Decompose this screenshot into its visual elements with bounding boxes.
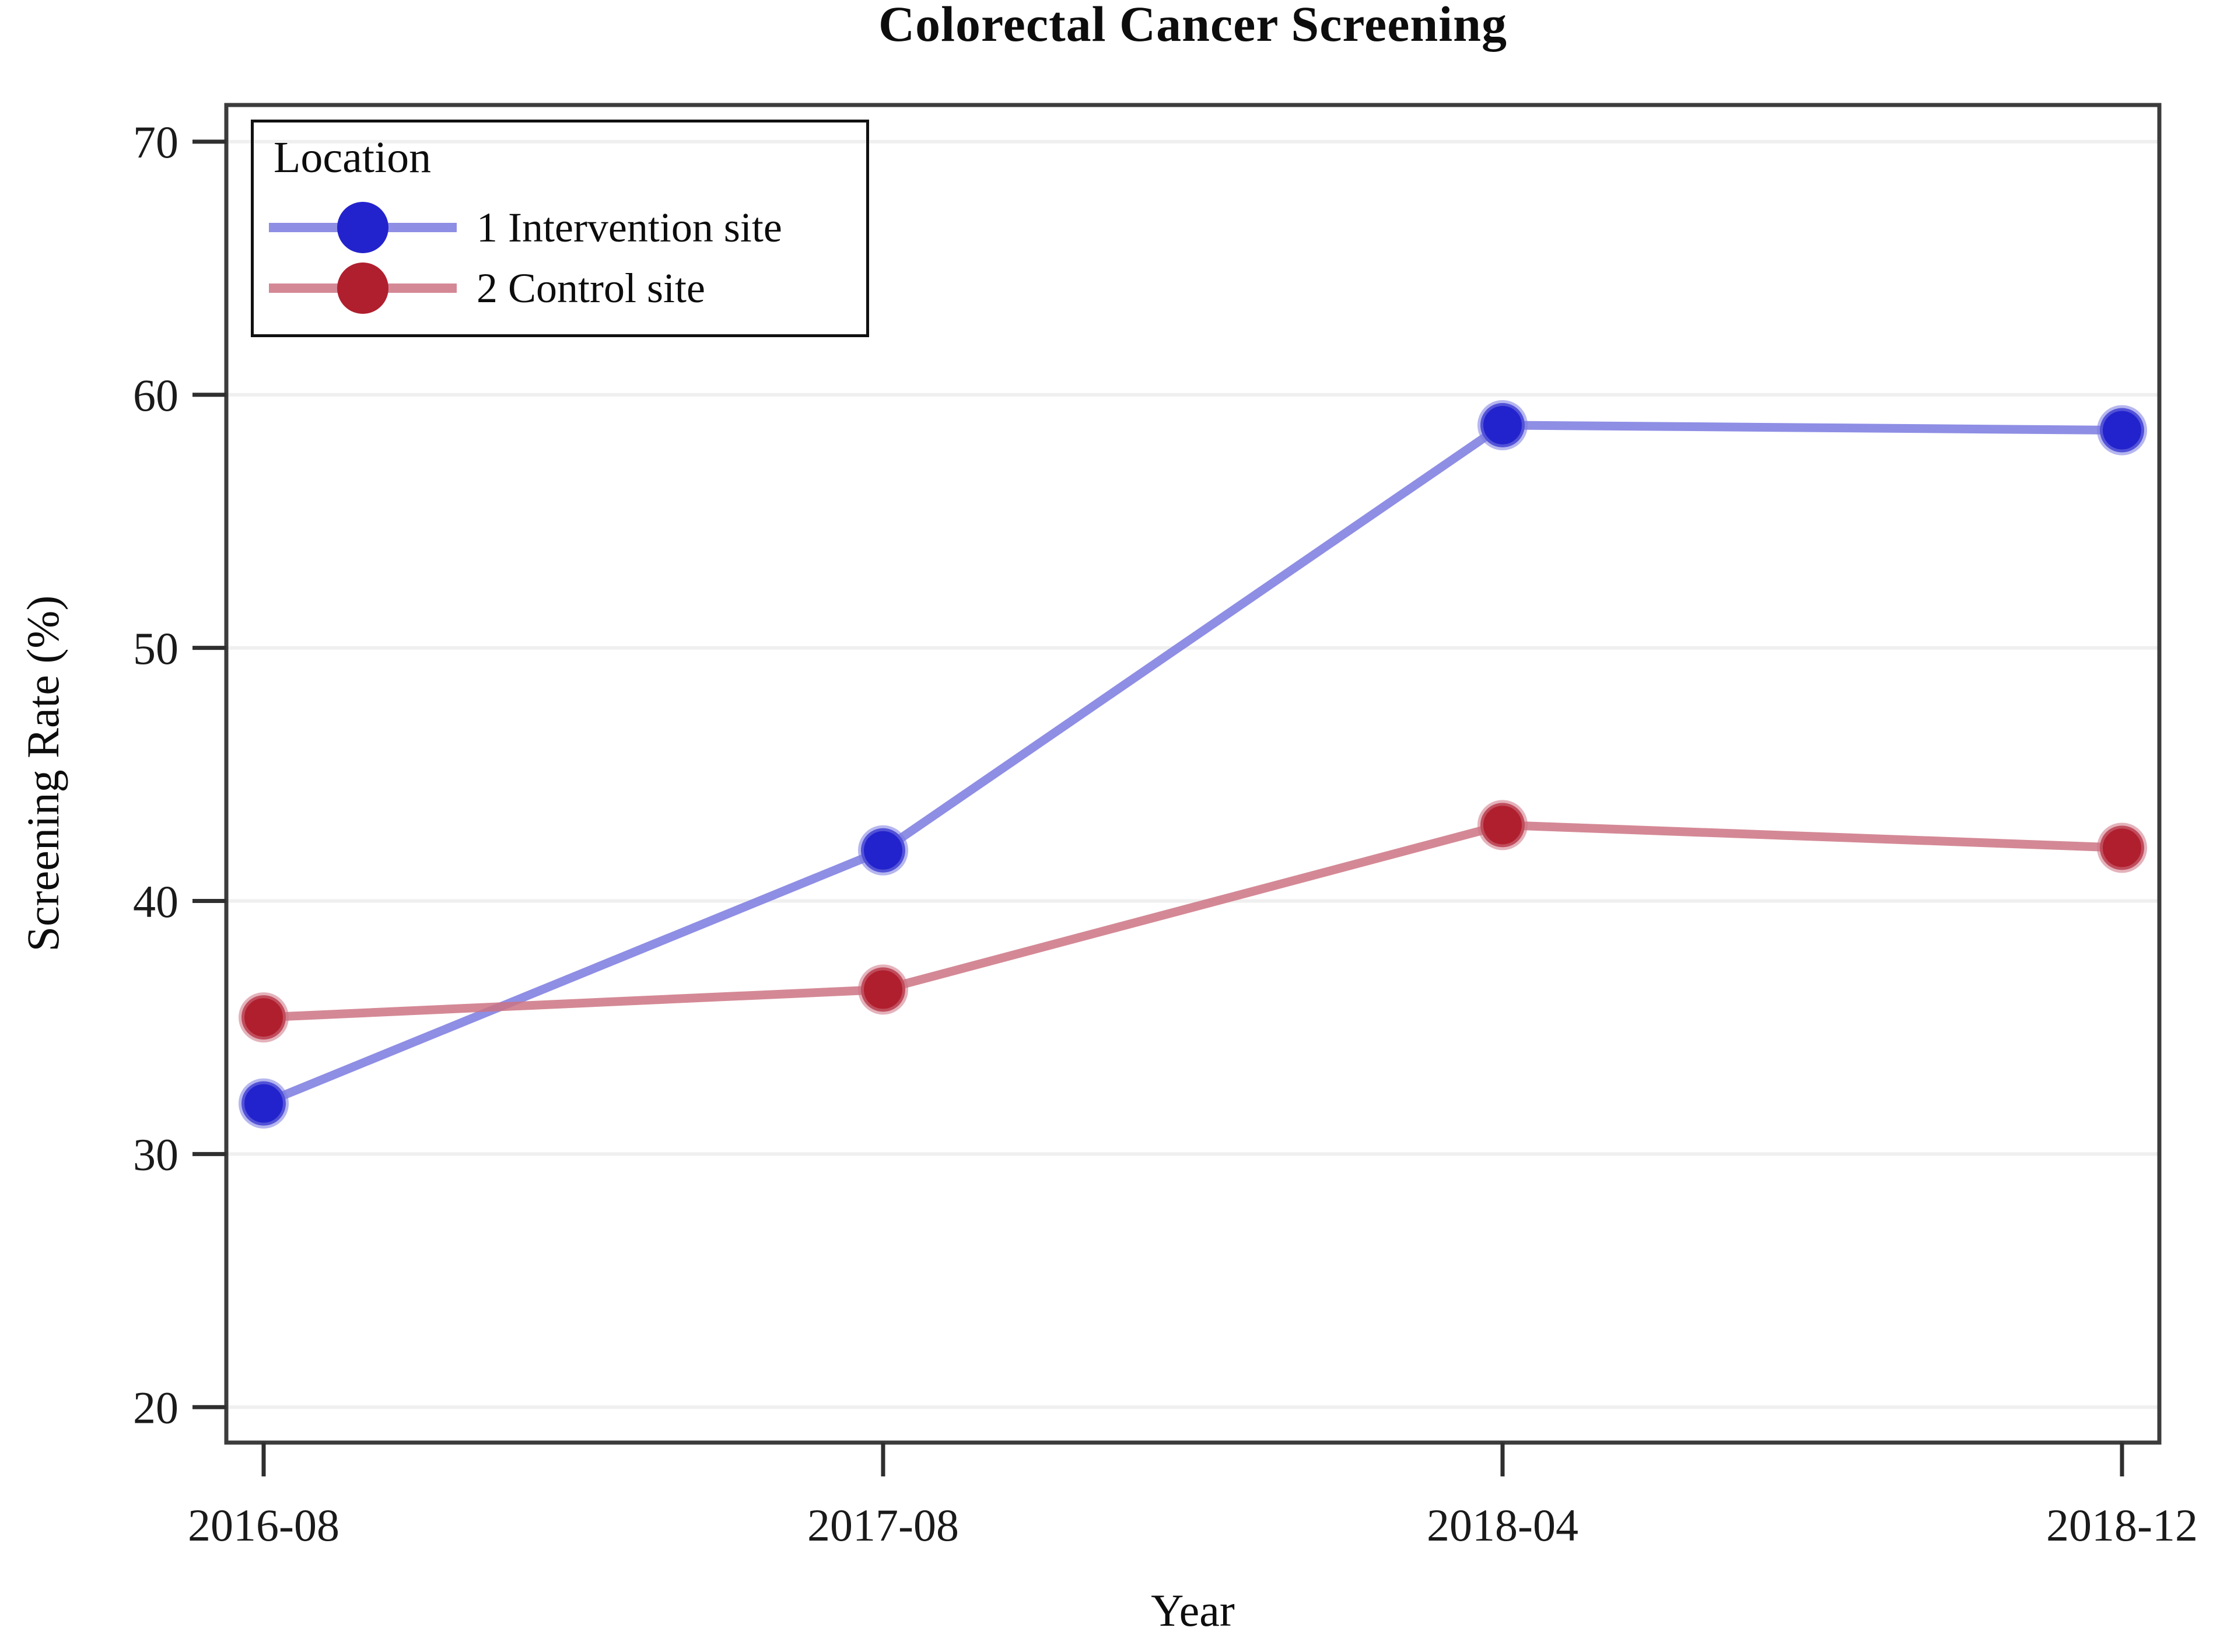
legend-title: Location — [274, 133, 432, 182]
data-point-series2-2018-12 — [2097, 822, 2147, 873]
legend-marker-icon — [337, 202, 388, 253]
data-point-series2-2016-08 — [239, 992, 289, 1043]
legend-marker-icon — [337, 262, 388, 314]
legend-entry-intervention: 1 Intervention site — [267, 197, 782, 258]
x-tick-label-2016-08: 2016-08 — [188, 1500, 339, 1550]
x-tick-label-2018-12: 2018-12 — [2046, 1500, 2198, 1550]
x-tick-label-2017-08: 2017-08 — [807, 1500, 959, 1550]
series-line-1 — [259, 421, 2127, 1108]
x-axis-label: Year — [1151, 1585, 1235, 1636]
x-tick-label-2018-04: 2018-04 — [1427, 1500, 1578, 1550]
y-axis-label: Screening Rate (%) — [17, 595, 68, 952]
y-tick-label-60: 60 — [133, 370, 178, 421]
data-point-series1-2018-04 — [1477, 400, 1528, 450]
data-point-series2-2017-08 — [858, 964, 908, 1015]
y-tick-label-50: 50 — [133, 623, 178, 674]
y-tick-label-40: 40 — [133, 876, 178, 927]
data-point-series1-2016-08 — [239, 1078, 289, 1129]
legend-swatch-intervention — [269, 202, 457, 253]
series-line-2 — [259, 820, 2127, 1022]
plot-border — [224, 103, 2162, 1445]
data-point-series1-2018-12 — [2097, 405, 2147, 456]
legend-label-control: 2 Control site — [477, 265, 705, 312]
y-tick-label-70: 70 — [133, 117, 178, 167]
chart-title: Colorectal Cancer Screening — [878, 0, 1507, 52]
legend-entry-control: 2 Control site — [267, 258, 705, 318]
data-point-series2-2018-04 — [1477, 800, 1528, 850]
legend-label-intervention: 1 Intervention site — [477, 204, 782, 251]
data-point-series1-2017-08 — [858, 825, 908, 876]
legend-box: Location 1 Intervention site 2 Control s… — [251, 120, 869, 337]
legend-swatch-control — [269, 262, 457, 314]
y-tick-label-20: 20 — [133, 1382, 178, 1433]
y-tick-label-30: 30 — [133, 1129, 178, 1180]
